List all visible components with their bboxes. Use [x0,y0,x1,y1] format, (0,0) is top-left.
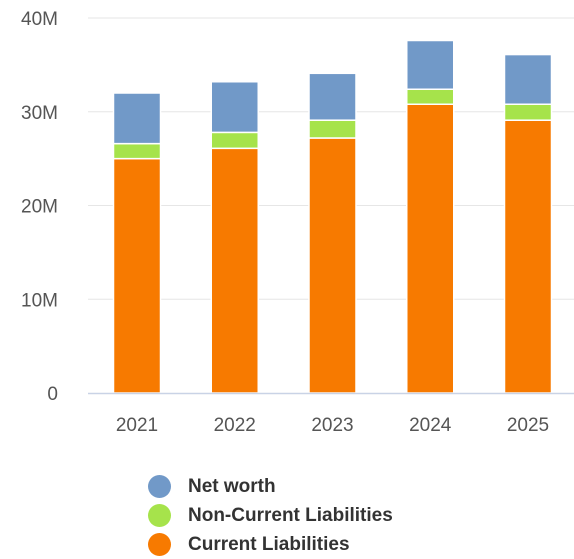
y-tick-label: 40M [21,9,58,30]
legend-label: Current Liabilities [188,533,350,555]
bar-net-worth [210,81,259,134]
legend-dot-current-liabilities [148,533,171,556]
bar-non-current-liabilities [210,131,259,150]
legend: Net worth Non-Current Liabilities Curren… [148,472,393,559]
bars [112,39,553,394]
legend-item-current-liabilities[interactable]: Current Liabilities [148,530,393,559]
bar-current-liabilities [503,119,553,394]
bar-current-liabilities [112,157,162,394]
bar-non-current-liabilities [112,142,162,160]
x-tick-label: 2025 [507,415,549,436]
bar-non-current-liabilities [503,103,553,121]
bar-net-worth [503,53,553,105]
y-tick-label: 20M [21,197,58,218]
bar-non-current-liabilities [406,88,455,105]
legend-dot-net-worth [148,475,171,498]
bar-net-worth [308,72,357,121]
y-tick-label: 0 [47,384,58,405]
axes: 0 10M 20M 30M 40M 2021 2022 2023 2024 2025 [21,9,574,436]
y-tick-label: 30M [21,103,58,124]
legend-item-non-current-liabilities[interactable]: Non-Current Liabilities [148,501,393,530]
x-tick-label: 2021 [116,415,158,436]
bar-net-worth [406,39,455,90]
legend-label: Non-Current Liabilities [188,504,393,526]
bar-current-liabilities [210,147,259,394]
bar-current-liabilities [406,103,455,394]
bar-net-worth [112,92,162,145]
legend-item-net-worth[interactable]: Net worth [148,472,393,501]
legend-dot-non-current-liabilities [148,504,171,527]
x-tick-label: 2023 [311,415,353,436]
x-tick-label: 2022 [214,415,256,436]
bar-non-current-liabilities [308,119,357,139]
y-tick-label: 10M [21,290,58,311]
bar-current-liabilities [308,137,357,394]
legend-label: Net worth [188,475,276,497]
x-tick-label: 2024 [409,415,452,436]
